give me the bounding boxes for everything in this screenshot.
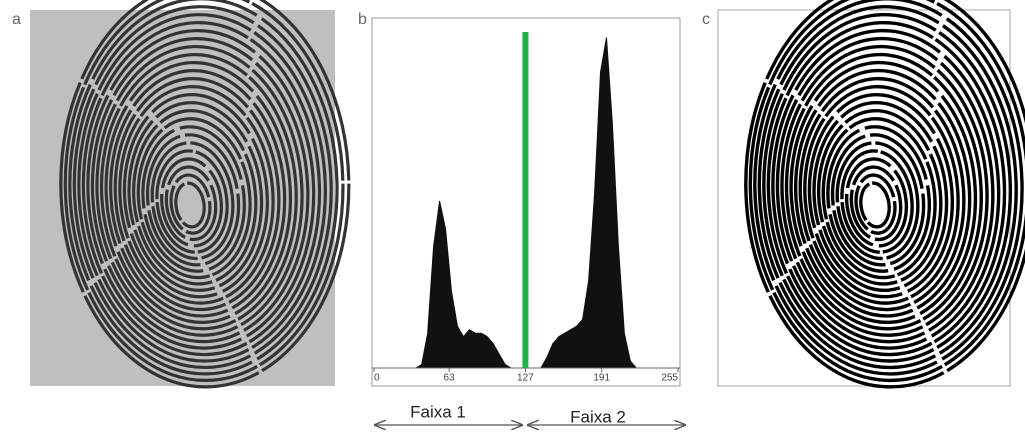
ridge: [81, 21, 322, 357]
ridge: [86, 29, 316, 350]
ridge: [803, 84, 960, 305]
ridge: [807, 92, 955, 299]
ridge: [118, 85, 275, 305]
ridge: [77, 13, 327, 363]
ridge: [169, 173, 212, 235]
ridge: [762, 12, 1013, 363]
ridge: [748, 0, 1025, 383]
ridge: [821, 117, 937, 280]
ridge: [59, 0, 351, 389]
ridge: [757, 5, 1018, 370]
ridge: [844, 157, 909, 248]
ridge: [849, 165, 903, 242]
ridge: [99, 52, 298, 331]
ridge: [132, 109, 258, 286]
x-tick-label: 127: [517, 373, 534, 384]
ridge: [744, 0, 1025, 389]
ridge: [826, 125, 931, 273]
ridge: [109, 69, 287, 318]
fingerprint-original: [30, 0, 351, 389]
ridge: [113, 77, 281, 312]
range-label: Faixa 2: [570, 407, 626, 426]
x-tick-label: 191: [593, 373, 610, 384]
ridge: [816, 109, 943, 286]
ridge: [830, 133, 926, 267]
ridge: [68, 0, 339, 376]
ridge: [136, 117, 252, 280]
ridge: [145, 133, 241, 267]
ridge: [812, 100, 949, 293]
ridge: [835, 141, 920, 261]
ridge: [141, 125, 246, 273]
ridge: [854, 173, 897, 235]
ridge: [798, 76, 966, 312]
range-label: Faixa 1: [410, 402, 466, 421]
ridge: [753, 0, 1024, 376]
ridge: [90, 37, 310, 344]
ridge: [789, 60, 978, 325]
ridge: [63, 0, 345, 382]
panel-label: c: [702, 11, 710, 28]
panel-label: b: [358, 11, 367, 28]
ridge: [164, 165, 218, 242]
ridge: [150, 141, 235, 261]
ridge: [859, 181, 891, 229]
fingerprint-binarized: [717, 0, 1025, 389]
ridge: [780, 44, 989, 337]
ridge: [72, 5, 333, 370]
ridge: [775, 36, 995, 344]
ridge: [784, 52, 983, 331]
ridge: [127, 101, 264, 292]
ridge: [840, 149, 914, 254]
ridge: [766, 20, 1007, 357]
ridge: [104, 60, 293, 324]
x-tick-label: 0: [374, 373, 380, 384]
panel-label: a: [12, 11, 21, 28]
x-tick-label: 255: [661, 373, 678, 384]
ridge: [155, 149, 229, 254]
ridge: [771, 28, 1001, 350]
ridge: [160, 157, 223, 248]
ridge: [95, 44, 304, 337]
ridge: [122, 93, 269, 299]
ridge: [793, 68, 972, 318]
x-tick-label: 63: [444, 373, 456, 384]
ridge: [174, 181, 206, 229]
